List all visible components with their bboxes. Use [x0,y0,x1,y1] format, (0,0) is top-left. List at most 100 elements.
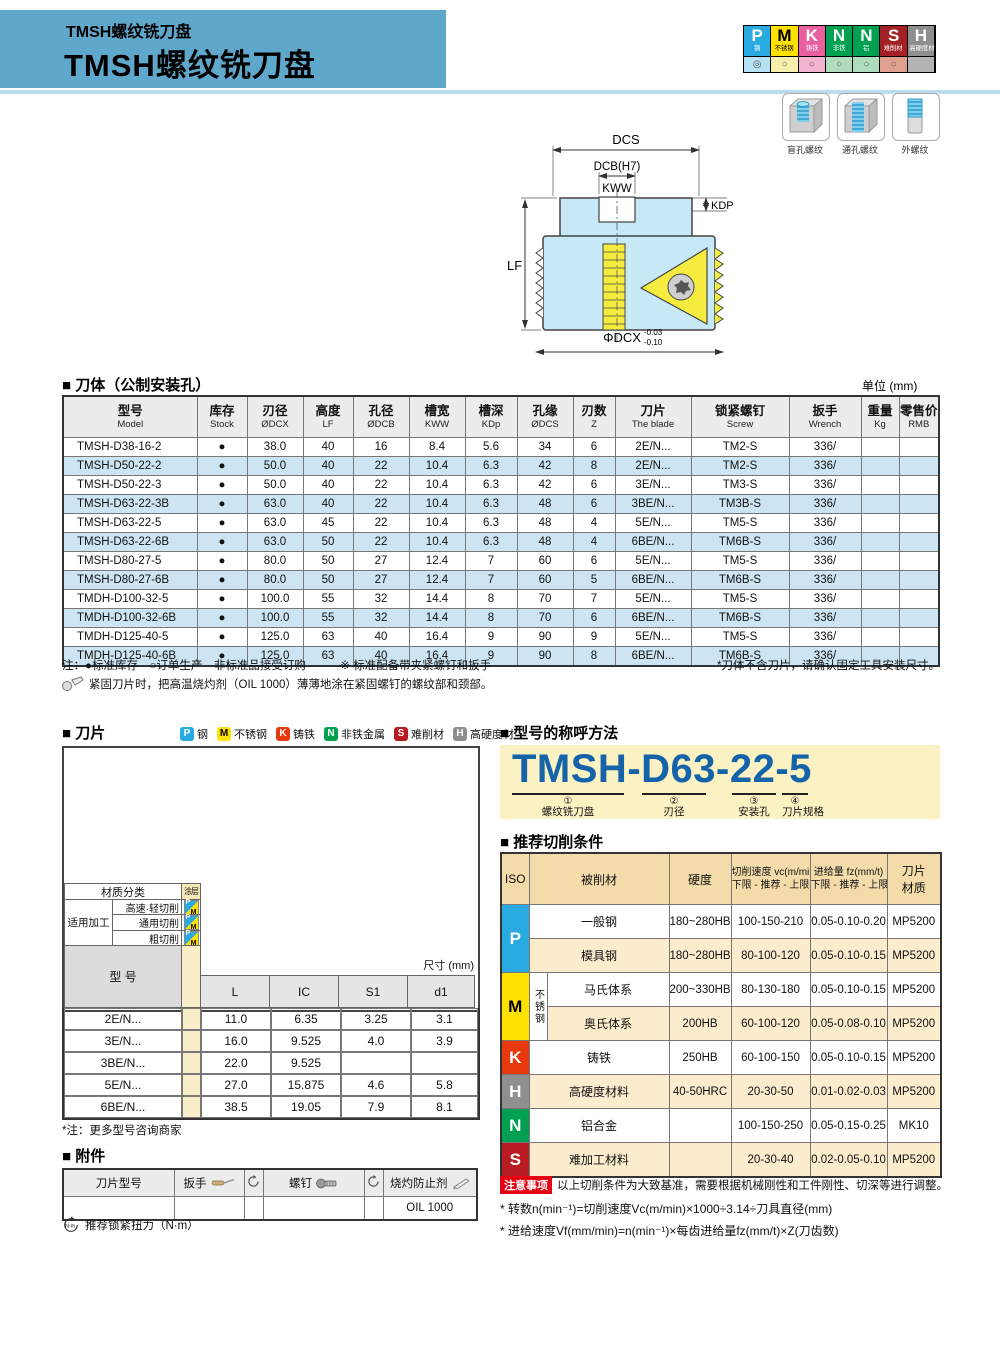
material-legend-column: S 难削材 ○ [880,26,907,72]
cut-col-material: 被削材 [528,852,670,905]
grade-cell: MP5200 [886,904,942,939]
material-label: 难削材 [884,45,904,52]
body-table-cell: ● [196,494,248,514]
body-table-cell: 55 [302,608,354,628]
dim-lf-label: LF [507,258,522,273]
body-table-cell: 5.6 [464,437,518,457]
body-table-cell [860,608,900,628]
body-table-cell [898,551,940,571]
insert-legend-label: 钢 [197,729,208,741]
body-table-cell: ● [196,532,248,552]
cut-col-iso: ISO [500,852,530,905]
cutting-row: K 铸铁 250HB 60-100-150 0.05-0.10-0.15 MP5200 [500,1040,942,1075]
body-table-cell: TMSH-D63-22-5 [62,513,198,533]
material-legend-column: N 非铁 ○ [825,26,853,72]
material-letter-cell: H 高硬度材 [907,26,934,56]
iso-cell: M [500,972,530,1041]
body-table-cell: 6 [572,475,616,495]
body-table-cell: 80.0 [246,570,304,590]
size-model-cell: 5E/N... [64,1074,182,1096]
material-letter-cell: M 不锈钢 [771,26,798,56]
body-table-cell: TM2-S [690,456,790,476]
acc-col-torque1 [243,1168,264,1197]
body-table-cell [898,437,940,457]
body-table-cell [898,494,940,514]
size-table-row: 2E/N... 11.0 6.35 3.25 3.1 [64,1008,478,1030]
iso-cell: N [500,1108,530,1143]
size-model-cell: 2E/N... [64,1008,182,1030]
body-table-cell: 125.0 [246,627,304,647]
material-legend-column: H 高硬度材 [907,26,935,72]
cut-col-grade: 刀片 材质 [886,852,942,905]
col-kww: 槽宽 KWW [408,395,466,438]
oil-note-row: 紧固刀片时，把高温烧灼剂（OIL 1000）薄薄地涂在紧固螺钉的螺纹部和颈部。 [62,676,492,692]
body-table-cell: TM3B-S [690,494,790,514]
cut-col-feed: 进给量 fz(mm/t) 下限 - 推荐 - 上限 [809,852,888,905]
body-table-cell: 5E/N... [614,551,692,571]
feed-cell: 0.05-0.10-0.15 [809,972,888,1007]
insert-legend-label: 难削材 [411,729,444,741]
insert-legend-badge: H [453,727,467,741]
speed-cell: 20-30-50 [730,1074,811,1109]
body-table-cell: 6.3 [464,475,518,495]
size-spacer-cell [182,1030,201,1052]
material-letter-cell: N 非铁 [825,26,853,56]
dim-dcx-tol-lower: -0.10 [644,338,663,347]
body-table-cell [898,513,940,533]
acc-col-model: 刀片型号 [62,1168,175,1197]
body-table-cell: 63 [302,646,354,667]
body-table-cell: TMSH-D38-16-2 [62,437,198,457]
body-table-cell: 27 [352,551,410,571]
body-table-cell: 5 [572,570,616,590]
size-spacer-cell [182,1074,201,1096]
body-table-cell: 10.4 [408,532,466,552]
hardness-cell [668,1108,732,1143]
body-table-cell: TMDH-D100-32-6B [62,608,198,628]
matrix-header-coating: 涂层 [181,883,201,900]
cutting-row: 奥氏体系 200HB 60-100-120 0.05-0.08-0.10 MP5200 [501,1006,942,1041]
insert-legend-item: M 不锈钢 [217,726,267,742]
body-table-cell: 6.3 [464,456,518,476]
col-dcb: 孔径 ØDCB [352,395,410,438]
designation-part-3: ③ 安装孔 [732,793,776,818]
matrix-row-rough: 粗切削 [112,930,182,946]
body-table-cell: 40 [302,437,354,457]
iso-subgroup-cell: 不锈钢 [528,972,548,1041]
size-col-S1: S1 [338,975,408,1008]
cutting-header-row: ISO 被削材 硬度 切削速度 vc(m/min) 下限 - 推荐 - 上限 进给… [500,852,942,905]
body-table-cell: 8 [464,608,518,628]
body-table-cell: 48 [516,532,574,552]
hardness-cell: 200~330HB [668,972,732,1007]
size-model-cell: 6BE/N... [64,1096,182,1118]
torque-note-text: 推荐锁紧扭力（N·m） [85,1220,199,1232]
material-marker-cell [907,57,935,72]
speed-cell: 60-100-150 [730,1040,811,1075]
workpiece-cell: 铸铁 [528,1040,670,1075]
body-table-cell [898,646,940,667]
body-table-cell: 22 [352,513,410,533]
hardness-cell: 250HB [668,1040,732,1075]
material-marker-cell: ○ [825,57,853,72]
acc-col-torque2 [363,1168,384,1197]
size-table-unit: 尺寸 (mm) [423,960,474,972]
torque-nm-icon: N·m [64,1216,78,1232]
through-hole-thread-label: 通孔螺纹 [841,145,878,155]
workpiece-cell: 马氏体系 [546,972,670,1007]
body-table-cell [860,532,900,552]
body-table-cell: 40 [352,627,410,647]
body-table-cell: 6.3 [464,513,518,533]
feed-cell: 0.05-0.10-0.15 [809,1040,888,1075]
unit-label: 单位 (mm) [862,379,918,393]
material-letter-cell: S 难削材 [880,26,907,56]
material-legend-top: P 钢 ◎ M 不锈钢 ○ K 铸铁 ○ N 非铁 ○ N 铝 ○ S 难削材 ○ H 高硬度材 [743,25,936,73]
body-table-cell: ● [196,475,248,495]
workpiece-cell: 奥氏体系 [546,1006,670,1041]
body-table-cell: TM6B-S [690,608,790,628]
acc-torque1-value [243,1196,264,1221]
feed-cell: 0.02-0.05-0.10 [809,1142,888,1178]
body-table-cell: 6.3 [464,532,518,552]
body-table-cell: 6 [572,494,616,514]
body-table-cell: 4 [572,532,616,552]
